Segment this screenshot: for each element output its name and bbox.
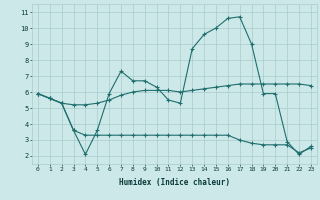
X-axis label: Humidex (Indice chaleur): Humidex (Indice chaleur) bbox=[119, 178, 230, 187]
